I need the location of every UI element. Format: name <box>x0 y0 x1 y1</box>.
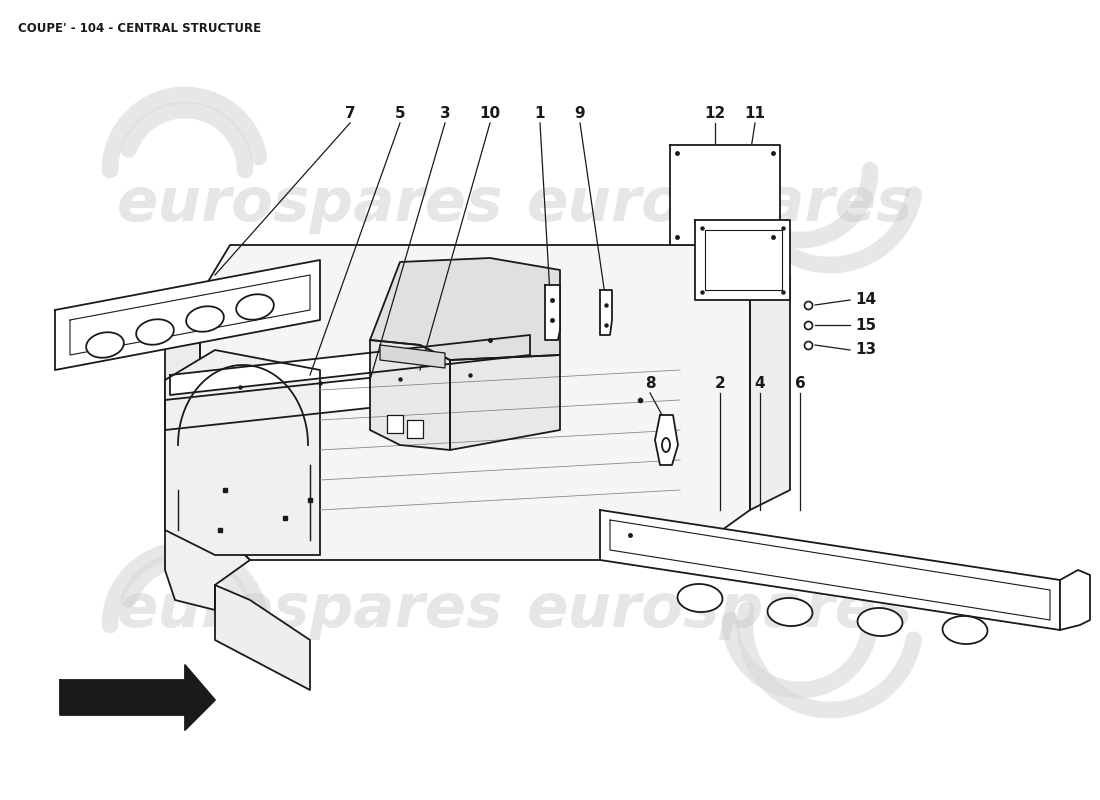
Polygon shape <box>214 585 310 690</box>
Polygon shape <box>165 510 250 610</box>
Polygon shape <box>450 355 560 450</box>
Polygon shape <box>370 258 560 360</box>
Polygon shape <box>600 290 612 335</box>
Polygon shape <box>370 340 450 450</box>
Polygon shape <box>407 420 424 438</box>
Text: 1: 1 <box>535 106 546 121</box>
Ellipse shape <box>186 306 223 332</box>
Text: 10: 10 <box>480 106 501 121</box>
Polygon shape <box>544 285 560 340</box>
Text: 14: 14 <box>855 293 876 307</box>
Polygon shape <box>654 415 678 465</box>
Ellipse shape <box>943 616 988 644</box>
Text: COUPE' - 104 - CENTRAL STRUCTURE: COUPE' - 104 - CENTRAL STRUCTURE <box>18 22 261 35</box>
Text: 7: 7 <box>344 106 355 121</box>
Polygon shape <box>750 275 790 510</box>
Text: 9: 9 <box>574 106 585 121</box>
Polygon shape <box>670 145 780 245</box>
Text: eurospares: eurospares <box>527 175 913 234</box>
Ellipse shape <box>768 598 813 626</box>
Text: 3: 3 <box>440 106 450 121</box>
Ellipse shape <box>236 294 274 320</box>
Polygon shape <box>55 260 320 370</box>
Polygon shape <box>695 220 790 300</box>
Text: 2: 2 <box>715 375 725 390</box>
Ellipse shape <box>678 584 723 612</box>
Text: 15: 15 <box>855 318 876 333</box>
Polygon shape <box>60 665 215 730</box>
Polygon shape <box>1060 570 1090 630</box>
Text: eurospares: eurospares <box>117 581 504 639</box>
Text: 13: 13 <box>855 342 876 358</box>
Text: 8: 8 <box>645 375 656 390</box>
Polygon shape <box>170 335 530 395</box>
Polygon shape <box>387 415 403 433</box>
Ellipse shape <box>858 608 902 636</box>
Text: 4: 4 <box>755 375 766 390</box>
Polygon shape <box>165 350 320 555</box>
Text: eurospares: eurospares <box>117 175 504 234</box>
Text: 6: 6 <box>794 375 805 390</box>
Ellipse shape <box>86 332 124 358</box>
Polygon shape <box>165 295 200 530</box>
Text: 12: 12 <box>704 106 726 121</box>
Text: 11: 11 <box>745 106 766 121</box>
Text: eurospares: eurospares <box>527 581 913 639</box>
Polygon shape <box>379 345 446 368</box>
Text: 5: 5 <box>395 106 405 121</box>
Ellipse shape <box>662 438 670 452</box>
Ellipse shape <box>136 319 174 345</box>
Polygon shape <box>600 510 1060 630</box>
Polygon shape <box>165 360 535 430</box>
Polygon shape <box>200 245 750 560</box>
